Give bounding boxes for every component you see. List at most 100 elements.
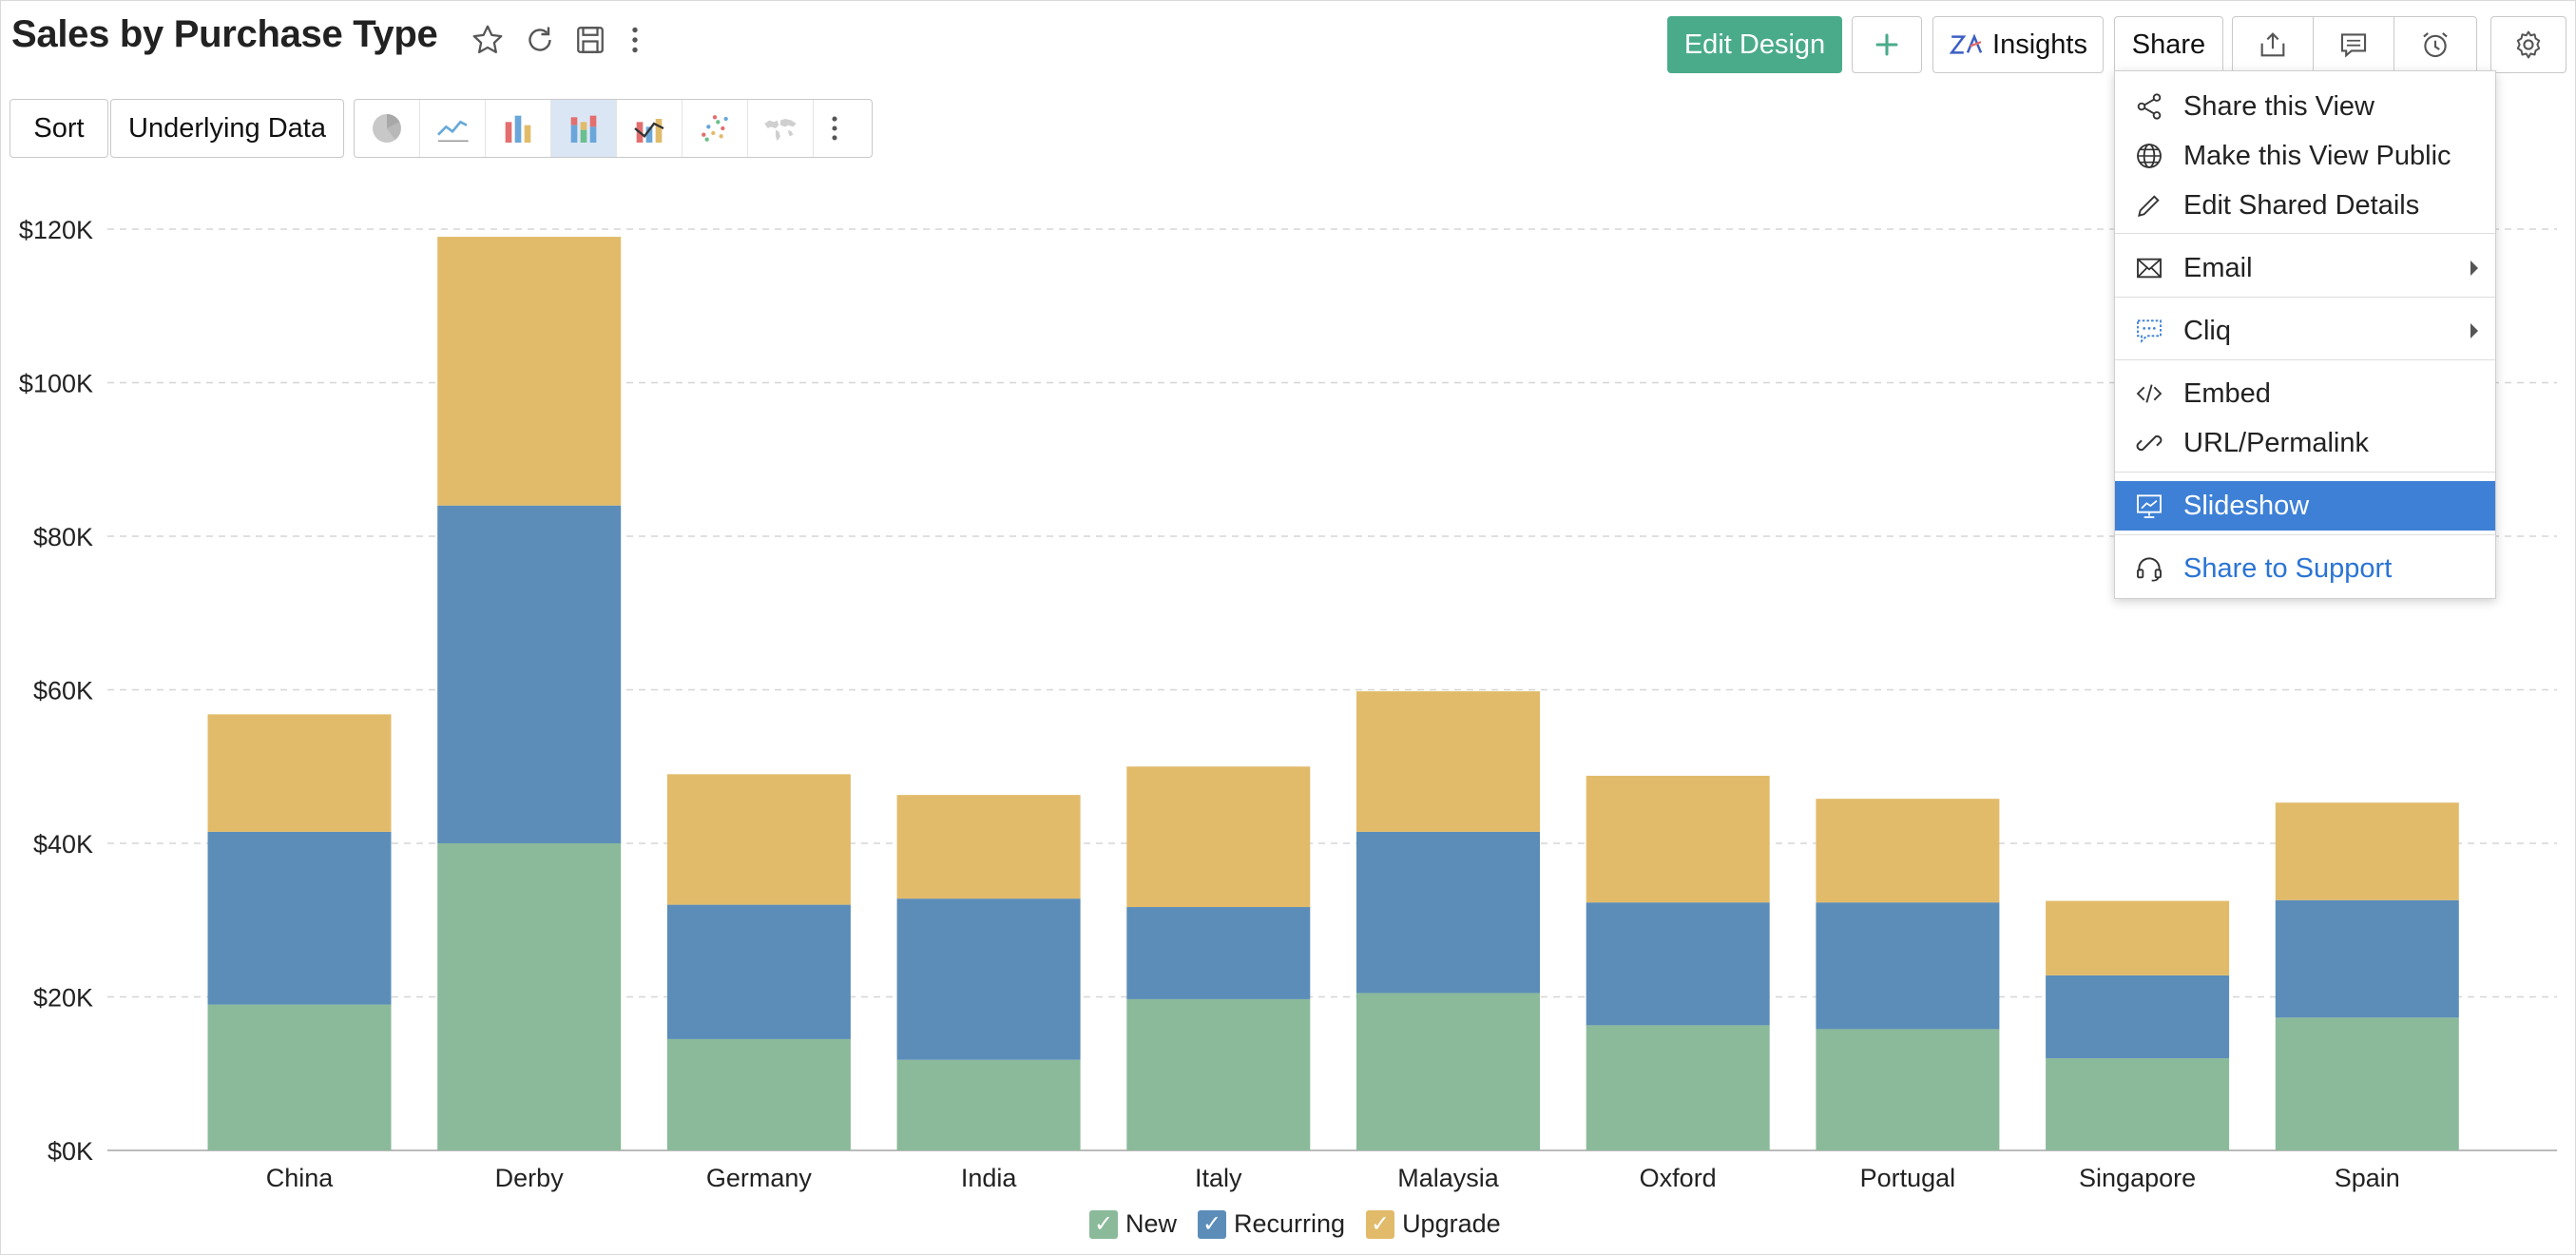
code-icon bbox=[2130, 378, 2168, 409]
submenu-arrow-icon bbox=[2470, 261, 2478, 276]
bar-segment-new[interactable] bbox=[896, 1059, 1081, 1150]
more-vertical-icon[interactable] bbox=[616, 21, 654, 59]
add-button[interactable] bbox=[1852, 16, 1922, 73]
x-tick-label: Portugal bbox=[1860, 1164, 1956, 1192]
pie-chart-option[interactable] bbox=[355, 100, 420, 157]
menu-item-edit-shared-details[interactable]: Edit Shared Details bbox=[2115, 181, 2495, 230]
bar-segment-new[interactable] bbox=[2275, 1017, 2459, 1150]
x-tick-label: Germany bbox=[706, 1164, 813, 1192]
menu-item-share-to-support[interactable]: Share to Support bbox=[2115, 544, 2495, 593]
x-tick-label: Singapore bbox=[2079, 1164, 2196, 1192]
bar-segment-new[interactable] bbox=[1126, 998, 1311, 1150]
bar-segment-recurring[interactable] bbox=[2275, 899, 2459, 1018]
legend-label: Recurring bbox=[1234, 1209, 1346, 1238]
bar-segment-recurring[interactable] bbox=[207, 831, 392, 1005]
x-tick-label: Derby bbox=[495, 1164, 565, 1192]
menu-item-label: URL/Permalink bbox=[2183, 427, 2369, 458]
bar-segment-new[interactable] bbox=[666, 1038, 851, 1150]
menu-item-label: Embed bbox=[2183, 377, 2271, 409]
bar-segment-recurring[interactable] bbox=[437, 505, 622, 843]
bar-segment-recurring[interactable] bbox=[1126, 907, 1311, 999]
menu-item-label: Email bbox=[2183, 252, 2253, 283]
bar-segment-recurring[interactable] bbox=[2046, 975, 2230, 1059]
more-chart-types-option[interactable] bbox=[814, 100, 855, 157]
checkbox-icon: ✓ bbox=[1198, 1209, 1227, 1239]
bar-segment-new[interactable] bbox=[1356, 993, 1540, 1150]
menu-item-share-this-view[interactable]: Share this View bbox=[2115, 82, 2495, 131]
bar-segment-new[interactable] bbox=[207, 1004, 392, 1150]
share-button[interactable]: Share bbox=[2114, 16, 2223, 73]
edit-design-button[interactable]: Edit Design bbox=[1667, 16, 1842, 73]
bar-segment-upgrade[interactable] bbox=[1816, 799, 2000, 903]
save-icon[interactable] bbox=[571, 21, 609, 59]
bar-segment-recurring[interactable] bbox=[896, 898, 1081, 1060]
menu-divider bbox=[2115, 233, 2495, 234]
gear-icon bbox=[2516, 30, 2541, 59]
bar-segment-recurring[interactable] bbox=[1586, 902, 1770, 1026]
alarm-clock-icon bbox=[2423, 32, 2448, 58]
bar-segment-upgrade[interactable] bbox=[896, 795, 1081, 899]
settings-button[interactable] bbox=[2490, 16, 2566, 73]
insights-label: Insights bbox=[1992, 29, 2087, 60]
export-button[interactable] bbox=[2232, 16, 2314, 73]
scatter-chart-icon bbox=[702, 115, 728, 142]
bar-segment-recurring[interactable] bbox=[666, 904, 851, 1039]
refresh-icon[interactable] bbox=[521, 21, 559, 59]
pencil-icon bbox=[2130, 190, 2168, 221]
line-chart-option[interactable] bbox=[420, 100, 486, 157]
legend-item-recurring[interactable]: ✓ Recurring bbox=[1198, 1209, 1345, 1239]
x-tick-label: China bbox=[266, 1164, 335, 1192]
x-tick-label: Spain bbox=[2335, 1164, 2400, 1192]
globe-icon bbox=[2130, 141, 2168, 171]
bar-segment-recurring[interactable] bbox=[1356, 831, 1540, 994]
menu-item-cliq[interactable]: Cliq bbox=[2115, 306, 2495, 356]
alarm-button[interactable] bbox=[2393, 16, 2477, 73]
slideshow-icon bbox=[2130, 491, 2168, 521]
menu-item-make-public[interactable]: Make this View Public bbox=[2115, 131, 2495, 181]
link-icon bbox=[2130, 428, 2168, 458]
bar-segment-new[interactable] bbox=[437, 843, 622, 1150]
underlying-data-button[interactable]: Underlying Data bbox=[110, 99, 344, 158]
bar-segment-new[interactable] bbox=[1586, 1025, 1770, 1150]
menu-item-label: Make this View Public bbox=[2183, 140, 2451, 171]
legend-item-new[interactable]: ✓ New bbox=[1089, 1209, 1177, 1239]
bar-segment-upgrade[interactable] bbox=[1586, 775, 1770, 903]
star-icon[interactable] bbox=[469, 21, 507, 59]
chart-type-toolbar bbox=[354, 99, 873, 158]
map-chart-option[interactable] bbox=[748, 100, 814, 157]
y-tick-label: $120K bbox=[19, 216, 93, 244]
bar-segment-recurring[interactable] bbox=[1816, 902, 2000, 1030]
y-tick-label: $80K bbox=[33, 523, 93, 551]
bar-segment-upgrade[interactable] bbox=[2046, 900, 2230, 975]
bar-chart-option[interactable] bbox=[486, 100, 551, 157]
bar-segment-upgrade[interactable] bbox=[2275, 802, 2459, 900]
bar-segment-upgrade[interactable] bbox=[1126, 766, 1311, 908]
bar-segment-upgrade[interactable] bbox=[1356, 691, 1540, 832]
bar-chart-icon bbox=[505, 115, 531, 143]
bar-segment-new[interactable] bbox=[2046, 1058, 2230, 1150]
x-tick-label: India bbox=[961, 1164, 1018, 1192]
legend-item-upgrade[interactable]: ✓ Upgrade bbox=[1366, 1209, 1501, 1239]
x-tick-label: Italy bbox=[1195, 1164, 1242, 1192]
bar-segment-upgrade[interactable] bbox=[207, 714, 392, 832]
menu-item-slideshow[interactable]: Slideshow bbox=[2115, 481, 2495, 531]
sort-button[interactable]: Sort bbox=[10, 99, 108, 158]
bar-segment-upgrade[interactable] bbox=[437, 237, 622, 506]
menu-item-url-permalink[interactable]: URL/Permalink bbox=[2115, 418, 2495, 468]
stacked-bar-chart-icon bbox=[570, 115, 597, 143]
bar-segment-upgrade[interactable] bbox=[666, 774, 851, 905]
menu-item-label: Share to Support bbox=[2183, 552, 2393, 584]
menu-item-embed[interactable]: Embed bbox=[2115, 369, 2495, 418]
combo-chart-option[interactable] bbox=[617, 100, 682, 157]
page-title: Sales by Purchase Type bbox=[11, 13, 438, 55]
comments-button[interactable] bbox=[2313, 16, 2394, 73]
stacked-bar-chart-option[interactable] bbox=[551, 100, 617, 157]
insights-button[interactable]: Insights bbox=[1932, 16, 2104, 73]
bar-segment-new[interactable] bbox=[1816, 1029, 2000, 1150]
headset-icon bbox=[2130, 553, 2168, 584]
scatter-chart-option[interactable] bbox=[682, 100, 748, 157]
legend-label: Upgrade bbox=[1402, 1209, 1501, 1238]
menu-item-email[interactable]: Email bbox=[2115, 243, 2495, 293]
checkbox-icon: ✓ bbox=[1366, 1209, 1395, 1239]
